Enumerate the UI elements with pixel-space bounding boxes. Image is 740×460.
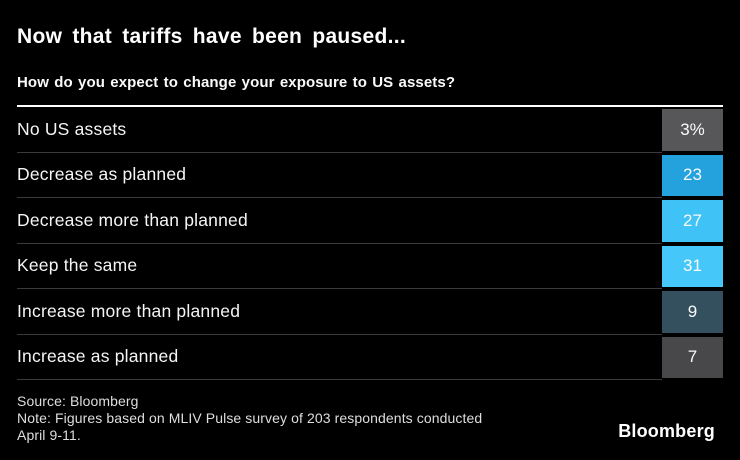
bloomberg-logo: Bloomberg [618,421,715,441]
value-label: 3% [680,119,705,139]
value-cell: 31 [662,245,723,288]
value-label: 31 [683,256,702,276]
table-row: Decrease more than planned 27 [17,198,723,244]
category-label: Keep the same [17,244,662,290]
table-row: Keep the same 31 [17,244,723,290]
category-label: Increase more than planned [17,289,662,335]
category-label: Increase as planned [17,335,662,381]
table-row: No US assets 3% [17,107,723,153]
chart-title: Now that tariffs have been paused... [17,25,407,48]
results-table: No US assets 3% Decrease as planned 23 D… [17,107,723,381]
value-cell: 9 [662,291,723,333]
value-cell: 3% [662,109,723,151]
value-label: 27 [683,210,702,230]
value-label: 23 [683,165,702,185]
header-divider [17,105,723,108]
source-note: Source: Bloomberg Note: Figures based on… [17,393,723,444]
value-label: 9 [687,301,698,321]
table-row: Increase more than planned 9 [17,289,723,335]
value-cell: 27 [662,200,723,242]
source-line: Source: Bloomberg [17,393,139,410]
value-cell: 23 [662,154,723,197]
value-label: 7 [687,347,698,367]
category-label: Decrease as planned [17,153,662,199]
note-line-1: Note: Figures based on MLIV Pulse survey… [17,410,483,427]
category-label: Decrease more than planned [17,198,662,244]
table-row: Decrease as planned 23 [17,153,723,199]
table-row: Increase as planned 7 [17,335,723,381]
note-line-2: April 9-11. [17,427,81,444]
chart-question: How do you expect to change your exposur… [17,74,456,92]
category-label: No US assets [17,107,662,153]
value-cell: 7 [662,336,723,379]
